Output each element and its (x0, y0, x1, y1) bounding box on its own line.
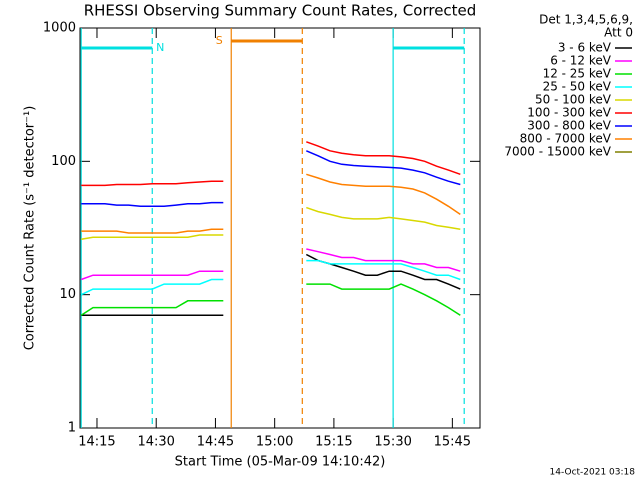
series-line (81, 206, 461, 241)
series-line (80, 283, 461, 316)
footer: 14-Oct-2021 03:18 (550, 468, 636, 478)
legend-label: 300 - 800 keV (527, 119, 611, 133)
chart-title: RHESSI Observing Summary Count Rates, Co… (84, 2, 477, 20)
legend-note: Att 0 (604, 26, 633, 40)
legend-label: 6 - 12 keV (550, 54, 612, 68)
y-tick-label: 1000 (43, 21, 76, 36)
x-tick-label: 14:30 (137, 435, 174, 450)
legend-label: 25 - 50 keV (543, 80, 612, 94)
legend-label: 3 - 6 keV (558, 41, 612, 55)
x-tick-label: 14:45 (197, 435, 234, 450)
series-line (81, 173, 461, 234)
legend-label: 800 - 7000 keV (520, 132, 612, 146)
x-tick-label: 14:15 (78, 435, 115, 450)
legend-note: Det 1,3,4,5,6,9, (539, 13, 633, 27)
legend-label: 100 - 300 keV (527, 106, 611, 120)
y-axis-label: Corrected Count Rate (s⁻¹ detector⁻¹) (23, 106, 38, 351)
series-line (80, 248, 461, 281)
series-line (80, 259, 461, 296)
y-tick-label: 1 (68, 421, 76, 436)
x-tick-label: 15:45 (434, 435, 471, 450)
series-line (81, 150, 461, 208)
legend-label: 50 - 100 keV (535, 93, 612, 107)
x-tick-label: 15:00 (256, 435, 293, 450)
legend-label: 12 - 25 keV (543, 67, 612, 81)
x-axis-label: Start Time (05-Mar-09 14:10:42) (175, 455, 386, 470)
legend-label: 7000 - 15000 keV (504, 145, 611, 159)
x-tick-label: 15:30 (374, 435, 411, 450)
y-tick-label: 10 (59, 287, 76, 302)
series-line (81, 141, 461, 187)
plot-frame (79, 27, 481, 429)
y-tick-label: 100 (51, 154, 76, 169)
interval-label: S (216, 34, 223, 47)
x-tick-label: 15:15 (315, 435, 352, 450)
interval-label: N (156, 41, 164, 54)
